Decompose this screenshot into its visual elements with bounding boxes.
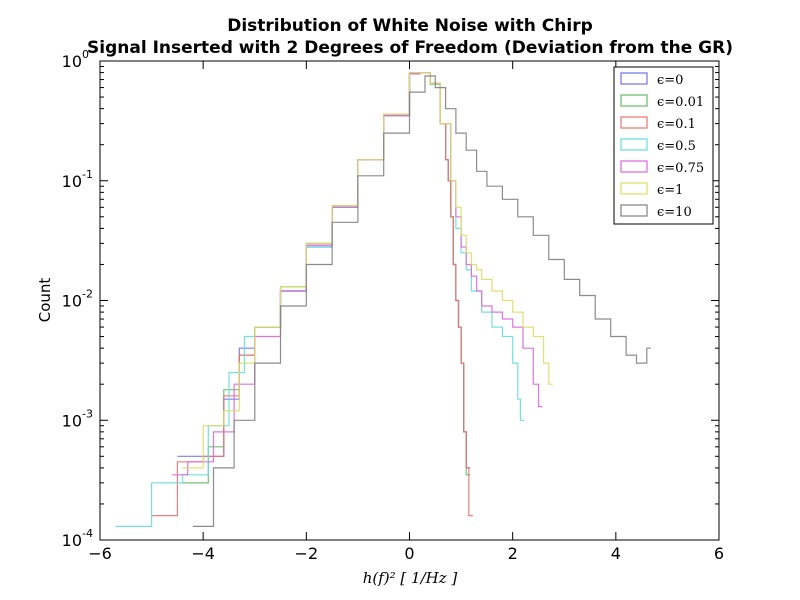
y-tick-exponent: -3 xyxy=(82,407,93,420)
legend-swatch xyxy=(620,116,648,129)
x-tick-label: 4 xyxy=(611,544,621,563)
legend-swatch xyxy=(620,72,648,85)
x-tick-label: 0 xyxy=(404,544,414,563)
series-line-0 xyxy=(177,72,471,469)
x-tick-label: 6 xyxy=(714,544,724,563)
legend-label: ϵ=0.01 xyxy=(657,95,704,110)
legend-box xyxy=(613,66,714,225)
y-tick-exponent: -1 xyxy=(82,168,93,181)
legend-swatch xyxy=(620,94,648,107)
x-tick-label: −4 xyxy=(191,544,215,563)
legend-label: ϵ=1 xyxy=(657,183,683,198)
legend-swatch xyxy=(620,138,648,151)
legend-label: ϵ=0.1 xyxy=(657,117,696,132)
legend: ϵ=0 ϵ=0.01 ϵ=0.1 ϵ=0.5 ϵ=0.75 ϵ=1 ϵ=10 xyxy=(613,66,714,225)
series-line-1 xyxy=(182,72,471,484)
y-tick-label: 10 xyxy=(62,292,82,311)
series-line-4 xyxy=(172,72,543,476)
legend-swatch xyxy=(620,204,648,217)
x-axis-label: h(f)² [ 1/Hz ] xyxy=(363,569,458,587)
series-line-2 xyxy=(151,72,473,517)
legend-label: ϵ=0 xyxy=(657,73,683,88)
y-tick-label: 10 xyxy=(62,531,82,550)
x-tick-label: −2 xyxy=(295,544,319,563)
x-tick-label: 2 xyxy=(508,544,518,563)
series-line-6 xyxy=(192,75,651,527)
legend-label: ϵ=0.75 xyxy=(657,161,704,176)
legend-label: ϵ=0.5 xyxy=(657,139,696,154)
y-tick-exponent: 0 xyxy=(82,48,89,61)
x-tick-label: −6 xyxy=(88,544,112,563)
y-tick-exponent: -2 xyxy=(82,288,93,301)
chart-title-line-1: Distribution of White Noise with Chirp xyxy=(227,16,593,36)
x-axis: −6 −4 −2 0 2 4 6 xyxy=(88,61,724,563)
legend-label: ϵ=10 xyxy=(657,205,692,220)
series-line-3 xyxy=(115,72,525,527)
y-tick-label: 10 xyxy=(62,411,82,430)
y-tick-label: 10 xyxy=(62,172,82,191)
chart-title-line-2: Signal Inserted with 2 Degrees of Freedo… xyxy=(87,38,733,58)
series-layer xyxy=(115,72,651,527)
y-tick-exponent: -4 xyxy=(82,527,93,540)
legend-swatch xyxy=(620,182,648,195)
legend-swatch xyxy=(620,160,648,173)
y-axis-label: Count xyxy=(36,278,54,323)
series-line-5 xyxy=(182,72,553,469)
y-tick-label: 10 xyxy=(62,52,82,71)
